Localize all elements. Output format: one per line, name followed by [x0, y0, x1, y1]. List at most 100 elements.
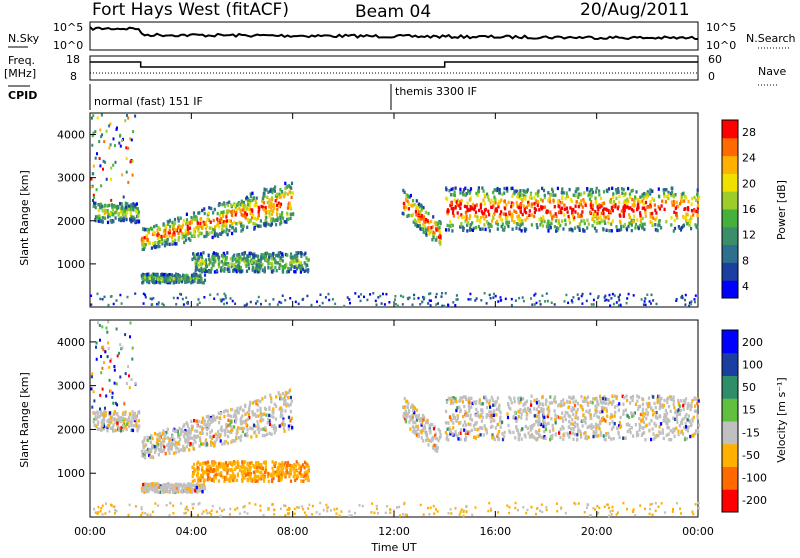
data-cell [284, 473, 286, 476]
data-cell [264, 471, 266, 474]
data-cell [585, 204, 587, 207]
data-cell [586, 226, 588, 229]
data-cell [183, 219, 185, 222]
data-cell [184, 431, 186, 434]
data-cell [250, 195, 252, 198]
data-cell [235, 213, 237, 216]
data-cell [602, 228, 604, 231]
data-cell [490, 426, 492, 429]
data-cell [182, 448, 184, 451]
data-cell [231, 408, 233, 411]
data-cell [558, 221, 560, 224]
data-cell [677, 413, 679, 416]
data-cell [694, 404, 696, 407]
data-cell [447, 304, 449, 307]
data-cell [248, 469, 250, 472]
data-cell [289, 185, 291, 188]
data-cell [288, 267, 290, 270]
data-cell [631, 198, 633, 201]
data-cell [459, 188, 461, 191]
data-cell [562, 227, 564, 230]
data-cell [684, 207, 686, 210]
data-cell [638, 417, 640, 420]
data-cell [249, 477, 251, 480]
data-cell [521, 199, 523, 202]
data-cell [282, 463, 284, 466]
data-cell [591, 427, 593, 430]
data-cell [108, 124, 110, 127]
data-cell [231, 222, 233, 225]
data-cell [202, 427, 204, 430]
data-cell [270, 397, 272, 400]
data-cell [145, 243, 147, 246]
data-cell [410, 194, 412, 197]
data-cell [119, 218, 121, 221]
data-cell [511, 401, 513, 404]
data-cell [360, 300, 362, 303]
data-cell [227, 442, 229, 445]
data-cell [199, 431, 201, 434]
data-cell [248, 413, 250, 416]
data-cell [279, 195, 281, 198]
data-cell [229, 224, 231, 227]
data-cell [215, 476, 217, 479]
velocity-panel [90, 320, 698, 517]
data-cell [286, 270, 288, 273]
data-cell [553, 214, 555, 217]
data-cell [572, 296, 574, 299]
data-cell [256, 264, 258, 267]
data-cell [260, 225, 262, 228]
data-cell [194, 440, 196, 443]
data-cell [129, 412, 131, 415]
data-cell [226, 302, 228, 305]
data-cell [159, 281, 161, 284]
data-cell [549, 430, 551, 433]
data-cell [189, 432, 191, 435]
data-cell [257, 414, 259, 417]
data-cell [282, 471, 284, 474]
data-cell [684, 303, 686, 306]
data-cell [241, 427, 243, 430]
data-cell [187, 228, 189, 231]
data-cell [473, 400, 475, 403]
data-cell [543, 189, 545, 192]
data-cell [609, 304, 611, 307]
data-cell [272, 460, 274, 463]
data-cell [685, 294, 687, 297]
data-cell [471, 429, 473, 432]
data-cell [225, 297, 227, 300]
data-cell [132, 429, 134, 432]
data-cell [128, 208, 130, 211]
data-cell [122, 213, 124, 216]
data-cell [640, 413, 642, 416]
data-cell [470, 397, 472, 400]
data-cell [177, 433, 179, 436]
data-cell [676, 298, 678, 301]
data-cell [98, 415, 100, 418]
data-cell [608, 299, 610, 302]
data-cell [617, 189, 619, 192]
data-cell [672, 203, 674, 206]
data-cell [403, 406, 405, 409]
data-cell [563, 213, 565, 216]
data-cell [584, 431, 586, 434]
data-cell [232, 226, 234, 229]
data-cell [572, 400, 574, 403]
data-cell [643, 303, 645, 306]
data-cell [281, 190, 283, 193]
data-cell [540, 198, 542, 201]
data-cell [690, 227, 692, 230]
data-cell [415, 223, 417, 226]
data-cell [481, 408, 483, 411]
data-cell [561, 207, 563, 210]
data-cell [626, 423, 628, 426]
data-cell [288, 416, 290, 419]
colorbar-tick: 4 [742, 280, 749, 293]
data-cell [595, 200, 597, 203]
data-cell [636, 394, 638, 397]
data-cell [655, 406, 657, 409]
data-cell [264, 396, 266, 399]
data-cell [524, 209, 526, 212]
data-cell [589, 211, 591, 214]
data-cell [159, 432, 161, 435]
